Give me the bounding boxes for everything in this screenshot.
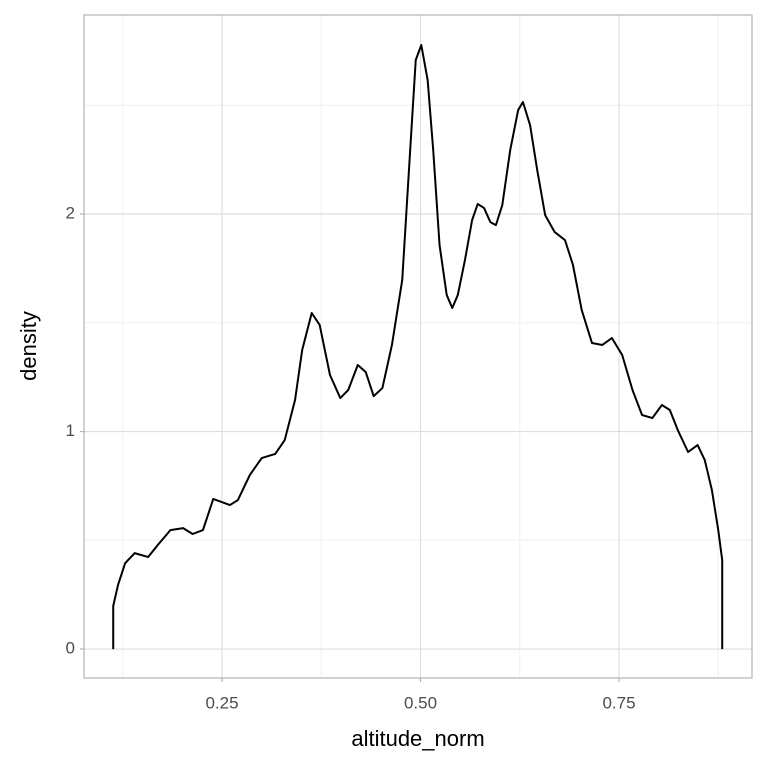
y-tick-label: 0 — [66, 639, 75, 658]
y-tick-label: 1 — [66, 421, 75, 440]
panel-border — [83, 14, 753, 679]
x-tick-label: 0.25 — [205, 693, 238, 712]
x-tick-label: 0.75 — [602, 693, 635, 712]
y-axis-title: density — [16, 311, 41, 381]
grid — [80, 15, 752, 682]
y-tick-label: 2 — [66, 204, 75, 223]
marks — [112, 44, 724, 650]
x-axis-title: altitude_norm — [351, 726, 484, 751]
x-tick-label: 0.50 — [404, 693, 437, 712]
density-line — [112, 44, 724, 650]
